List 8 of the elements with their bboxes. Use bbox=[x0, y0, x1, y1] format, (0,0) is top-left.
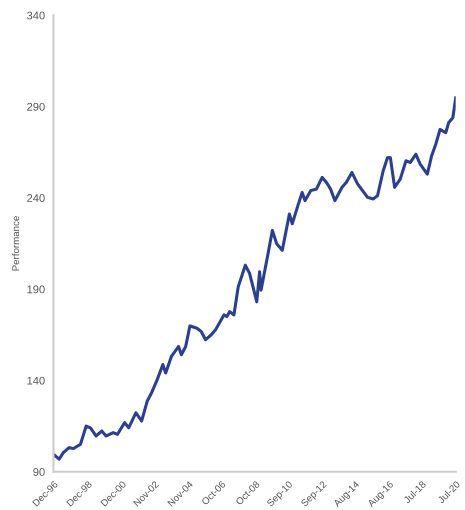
line-series bbox=[53, 96, 456, 461]
y-axis-title: Performance bbox=[12, 216, 20, 271]
y-tick-label: 340 bbox=[27, 12, 45, 20]
y-tick-label: 90 bbox=[33, 468, 45, 476]
y-tick-label: 290 bbox=[27, 102, 45, 111]
y-tick-label: 190 bbox=[27, 285, 45, 294]
y-tick-label: 240 bbox=[27, 194, 45, 202]
y-tick-label: 140 bbox=[27, 376, 45, 385]
